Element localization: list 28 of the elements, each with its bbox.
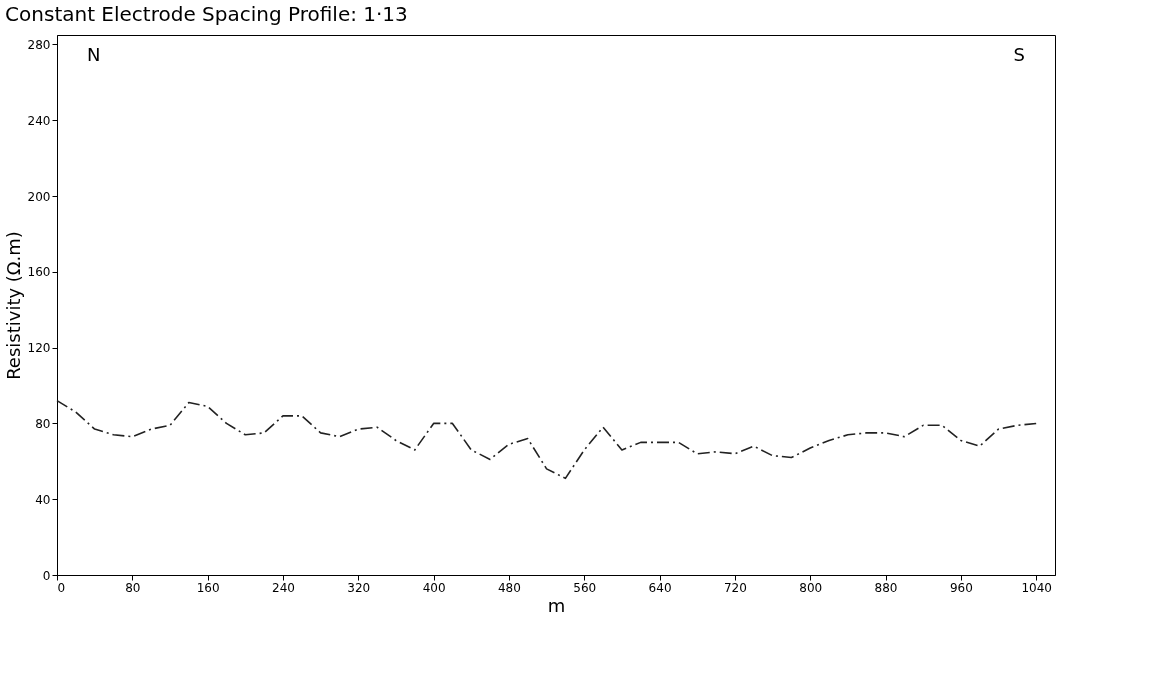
x-tick-label: 320: [347, 580, 371, 595]
y-tick-label: 0: [42, 568, 51, 583]
y-tick-label: 200: [27, 189, 51, 204]
y-tick-label: 40: [35, 492, 51, 507]
y-tick-label: 280: [27, 37, 51, 52]
x-tick-label: 880: [874, 580, 898, 595]
x-axis-title: m: [547, 594, 566, 616]
x-tick-label: 960: [949, 580, 973, 595]
x-tick-label: 400: [422, 580, 446, 595]
x-tick-label: 800: [799, 580, 823, 595]
x-tick-label: 0: [57, 580, 66, 595]
chart-title: Constant Electrode Spacing Profile: 1·13: [5, 2, 408, 26]
y-axis-title: Resistivity (Ω.m): [2, 231, 24, 380]
annotation: N: [87, 44, 101, 65]
x-tick-label: 720: [723, 580, 747, 595]
annotation: S: [1013, 44, 1025, 65]
x-tick-label: 240: [272, 580, 295, 595]
y-tick-label: 240: [27, 113, 51, 128]
y-tick-label: 120: [27, 341, 51, 356]
x-tick-label: 80: [125, 580, 141, 595]
x-tick-label: 1040: [1021, 580, 1052, 595]
line-series: [56, 399, 1037, 480]
y-tick-label: 160: [27, 265, 51, 280]
y-tick-label: 80: [35, 416, 51, 431]
x-tick-label: 640: [648, 580, 672, 595]
x-tick-label: 160: [196, 580, 220, 595]
x-tick-label: 480: [497, 580, 521, 595]
x-tick-label: 560: [573, 580, 597, 595]
